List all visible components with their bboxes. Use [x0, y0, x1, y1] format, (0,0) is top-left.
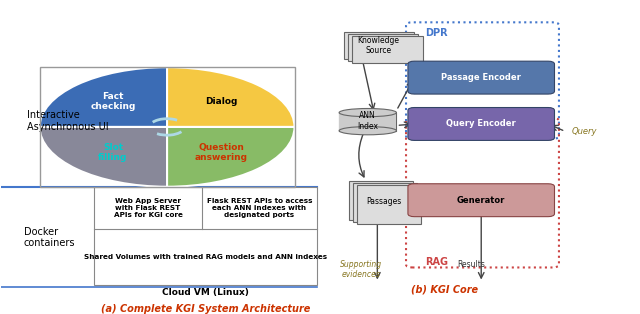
- Wedge shape: [40, 67, 167, 127]
- Text: Query Encoder: Query Encoder: [446, 119, 516, 128]
- Text: Supporting
evidences: Supporting evidences: [340, 260, 383, 279]
- Text: Web App Server
with Flask REST
APIs for KGI core: Web App Server with Flask REST APIs for …: [113, 198, 182, 218]
- Text: (b) KGI Core: (b) KGI Core: [411, 284, 478, 295]
- FancyBboxPatch shape: [349, 181, 413, 220]
- Text: (a) Complete KGI System Architecture: (a) Complete KGI System Architecture: [100, 304, 310, 314]
- Text: Slot
filling: Slot filling: [99, 143, 128, 162]
- Text: ANN
Index: ANN Index: [357, 111, 378, 131]
- FancyBboxPatch shape: [408, 61, 554, 94]
- Text: Dialog: Dialog: [205, 97, 237, 106]
- Text: Interactive
Asynchronous UI: Interactive Asynchronous UI: [27, 110, 109, 132]
- FancyBboxPatch shape: [344, 32, 413, 59]
- FancyBboxPatch shape: [408, 184, 554, 217]
- FancyBboxPatch shape: [348, 34, 418, 61]
- Ellipse shape: [339, 127, 396, 135]
- Text: RAG: RAG: [425, 257, 448, 267]
- FancyBboxPatch shape: [408, 107, 554, 140]
- FancyBboxPatch shape: [94, 187, 317, 285]
- Text: Question
answering: Question answering: [195, 143, 248, 162]
- Text: Docker
containers: Docker containers: [24, 227, 75, 248]
- FancyBboxPatch shape: [353, 183, 417, 222]
- Wedge shape: [167, 67, 294, 127]
- Text: Flask REST APIs to access
each ANN indexes with
designated ports: Flask REST APIs to access each ANN index…: [207, 198, 312, 218]
- Text: Passages: Passages: [366, 197, 401, 206]
- Text: Results: Results: [458, 260, 486, 269]
- Wedge shape: [40, 127, 167, 187]
- Text: Fact
checking: Fact checking: [90, 92, 136, 111]
- FancyBboxPatch shape: [339, 113, 396, 131]
- Text: Passage Encoder: Passage Encoder: [441, 73, 521, 82]
- Text: Shared Volumes with trained RAG models and ANN indexes: Shared Volumes with trained RAG models a…: [84, 254, 327, 260]
- Text: Query: Query: [572, 127, 597, 136]
- FancyBboxPatch shape: [353, 36, 422, 63]
- Text: DPR: DPR: [425, 28, 448, 38]
- Ellipse shape: [339, 109, 396, 117]
- Wedge shape: [167, 127, 294, 187]
- Text: Generator: Generator: [457, 196, 506, 205]
- FancyBboxPatch shape: [357, 185, 420, 224]
- Text: Knowledge
Source: Knowledge Source: [358, 35, 399, 55]
- Text: Cloud VM (Linux): Cloud VM (Linux): [162, 288, 249, 297]
